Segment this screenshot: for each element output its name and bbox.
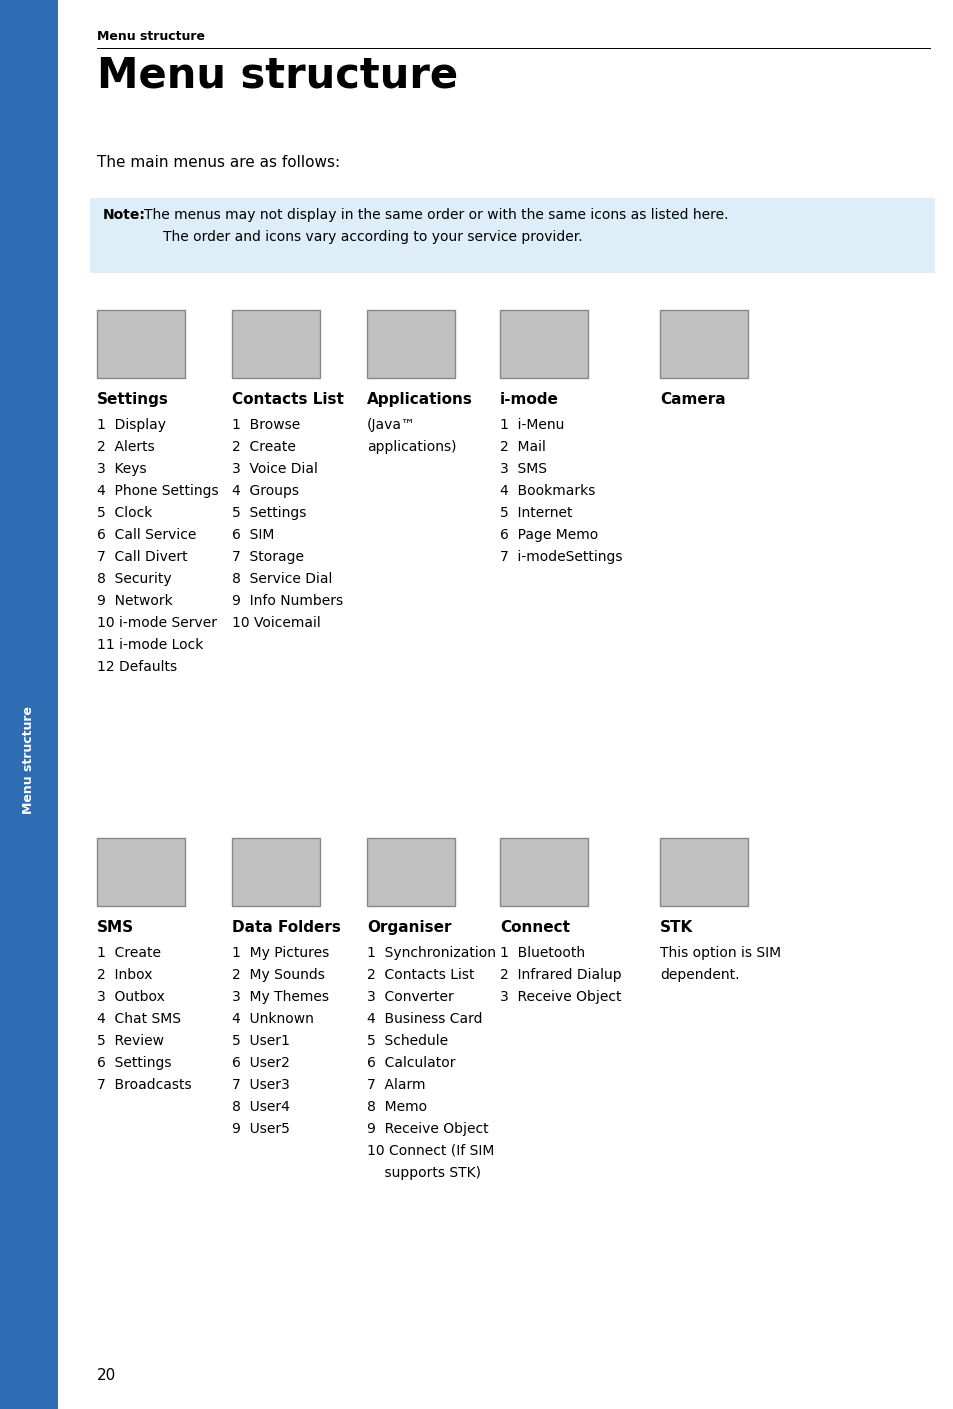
Text: 4  Phone Settings: 4 Phone Settings bbox=[97, 485, 218, 497]
Text: Contacts List: Contacts List bbox=[232, 392, 343, 407]
Text: 1  Bluetooth: 1 Bluetooth bbox=[499, 945, 584, 960]
Text: 6  User2: 6 User2 bbox=[232, 1055, 290, 1069]
Text: Note:: Note: bbox=[103, 209, 146, 223]
Text: 8  Service Dial: 8 Service Dial bbox=[232, 572, 332, 586]
Bar bbox=[0, 0, 58, 1409]
Bar bbox=[499, 838, 587, 906]
Text: 7  Alarm: 7 Alarm bbox=[367, 1078, 425, 1092]
Text: This option is SIM: This option is SIM bbox=[659, 945, 781, 960]
Text: 3  Outbox: 3 Outbox bbox=[97, 991, 165, 1005]
Text: 9  Network: 9 Network bbox=[97, 595, 172, 609]
Text: 11 i-mode Lock: 11 i-mode Lock bbox=[97, 638, 203, 652]
Bar bbox=[499, 310, 587, 378]
Text: The order and icons vary according to your service provider.: The order and icons vary according to yo… bbox=[163, 230, 582, 244]
Text: 3  Converter: 3 Converter bbox=[367, 991, 454, 1005]
Text: dependent.: dependent. bbox=[659, 968, 739, 982]
Text: 7  i-modeSettings: 7 i-modeSettings bbox=[499, 550, 622, 564]
Text: 2  Mail: 2 Mail bbox=[499, 440, 545, 454]
Text: 9  Info Numbers: 9 Info Numbers bbox=[232, 595, 343, 609]
Bar bbox=[97, 838, 185, 906]
Text: Menu structure: Menu structure bbox=[97, 30, 205, 44]
Text: 7  Storage: 7 Storage bbox=[232, 550, 304, 564]
Text: 6  Page Memo: 6 Page Memo bbox=[499, 528, 598, 542]
Text: Camera: Camera bbox=[659, 392, 725, 407]
Text: 1  i-Menu: 1 i-Menu bbox=[499, 418, 564, 433]
Bar bbox=[232, 838, 319, 906]
Text: (Java™: (Java™ bbox=[367, 418, 416, 433]
Text: 20: 20 bbox=[97, 1368, 116, 1384]
Text: 2  Contacts List: 2 Contacts List bbox=[367, 968, 474, 982]
Text: 10 i-mode Server: 10 i-mode Server bbox=[97, 616, 216, 630]
Text: 4  Groups: 4 Groups bbox=[232, 485, 298, 497]
Text: 1  My Pictures: 1 My Pictures bbox=[232, 945, 329, 960]
Text: 6  Call Service: 6 Call Service bbox=[97, 528, 196, 542]
Text: 9  User5: 9 User5 bbox=[232, 1122, 290, 1136]
Text: Connect: Connect bbox=[499, 920, 569, 936]
Text: 2  My Sounds: 2 My Sounds bbox=[232, 968, 325, 982]
Text: STK: STK bbox=[659, 920, 693, 936]
Text: Data Folders: Data Folders bbox=[232, 920, 340, 936]
Text: 8  Memo: 8 Memo bbox=[367, 1100, 427, 1115]
Text: Applications: Applications bbox=[367, 392, 473, 407]
Text: i-mode: i-mode bbox=[499, 392, 558, 407]
Text: 1  Create: 1 Create bbox=[97, 945, 161, 960]
Text: 1  Display: 1 Display bbox=[97, 418, 166, 433]
Bar bbox=[367, 838, 455, 906]
Text: Menu structure: Menu structure bbox=[97, 55, 457, 97]
Text: 8  User4: 8 User4 bbox=[232, 1100, 290, 1115]
Bar bbox=[367, 310, 455, 378]
Text: Organiser: Organiser bbox=[367, 920, 451, 936]
Bar bbox=[659, 310, 747, 378]
Text: 10 Voicemail: 10 Voicemail bbox=[232, 616, 320, 630]
Bar bbox=[90, 199, 934, 273]
Text: applications): applications) bbox=[367, 440, 456, 454]
Bar bbox=[659, 838, 747, 906]
Text: Menu structure: Menu structure bbox=[23, 706, 35, 814]
Text: The menus may not display in the same order or with the same icons as listed her: The menus may not display in the same or… bbox=[144, 209, 728, 223]
Text: 4  Unknown: 4 Unknown bbox=[232, 1012, 314, 1026]
Bar bbox=[97, 310, 185, 378]
Text: 3  Voice Dial: 3 Voice Dial bbox=[232, 462, 317, 476]
Text: 10 Connect (If SIM: 10 Connect (If SIM bbox=[367, 1144, 494, 1158]
Text: 3  Keys: 3 Keys bbox=[97, 462, 147, 476]
Text: 5  User1: 5 User1 bbox=[232, 1034, 290, 1048]
Text: 3  SMS: 3 SMS bbox=[499, 462, 546, 476]
Text: 2  Inbox: 2 Inbox bbox=[97, 968, 152, 982]
Text: 9  Receive Object: 9 Receive Object bbox=[367, 1122, 488, 1136]
Text: 2  Infrared Dialup: 2 Infrared Dialup bbox=[499, 968, 621, 982]
Text: 6  Settings: 6 Settings bbox=[97, 1055, 172, 1069]
Bar bbox=[232, 310, 319, 378]
Text: 7  Broadcasts: 7 Broadcasts bbox=[97, 1078, 192, 1092]
Text: 4  Bookmarks: 4 Bookmarks bbox=[499, 485, 595, 497]
Text: 4  Business Card: 4 Business Card bbox=[367, 1012, 482, 1026]
Text: The main menus are as follows:: The main menus are as follows: bbox=[97, 155, 340, 170]
Text: 1  Browse: 1 Browse bbox=[232, 418, 300, 433]
Text: 6  SIM: 6 SIM bbox=[232, 528, 274, 542]
Text: 2  Create: 2 Create bbox=[232, 440, 295, 454]
Text: 7  User3: 7 User3 bbox=[232, 1078, 290, 1092]
Text: Settings: Settings bbox=[97, 392, 169, 407]
Text: 2  Alerts: 2 Alerts bbox=[97, 440, 154, 454]
Text: 4  Chat SMS: 4 Chat SMS bbox=[97, 1012, 181, 1026]
Text: 5  Clock: 5 Clock bbox=[97, 506, 152, 520]
Text: 7  Call Divert: 7 Call Divert bbox=[97, 550, 188, 564]
Text: 8  Security: 8 Security bbox=[97, 572, 172, 586]
Text: 5  Internet: 5 Internet bbox=[499, 506, 572, 520]
Text: 5  Settings: 5 Settings bbox=[232, 506, 306, 520]
Text: 3  My Themes: 3 My Themes bbox=[232, 991, 329, 1005]
Text: 1  Synchronization: 1 Synchronization bbox=[367, 945, 496, 960]
Text: supports STK): supports STK) bbox=[367, 1167, 480, 1179]
Text: 5  Schedule: 5 Schedule bbox=[367, 1034, 448, 1048]
Text: SMS: SMS bbox=[97, 920, 134, 936]
Text: 5  Review: 5 Review bbox=[97, 1034, 164, 1048]
Text: 6  Calculator: 6 Calculator bbox=[367, 1055, 455, 1069]
Text: 12 Defaults: 12 Defaults bbox=[97, 659, 177, 674]
Text: 3  Receive Object: 3 Receive Object bbox=[499, 991, 620, 1005]
